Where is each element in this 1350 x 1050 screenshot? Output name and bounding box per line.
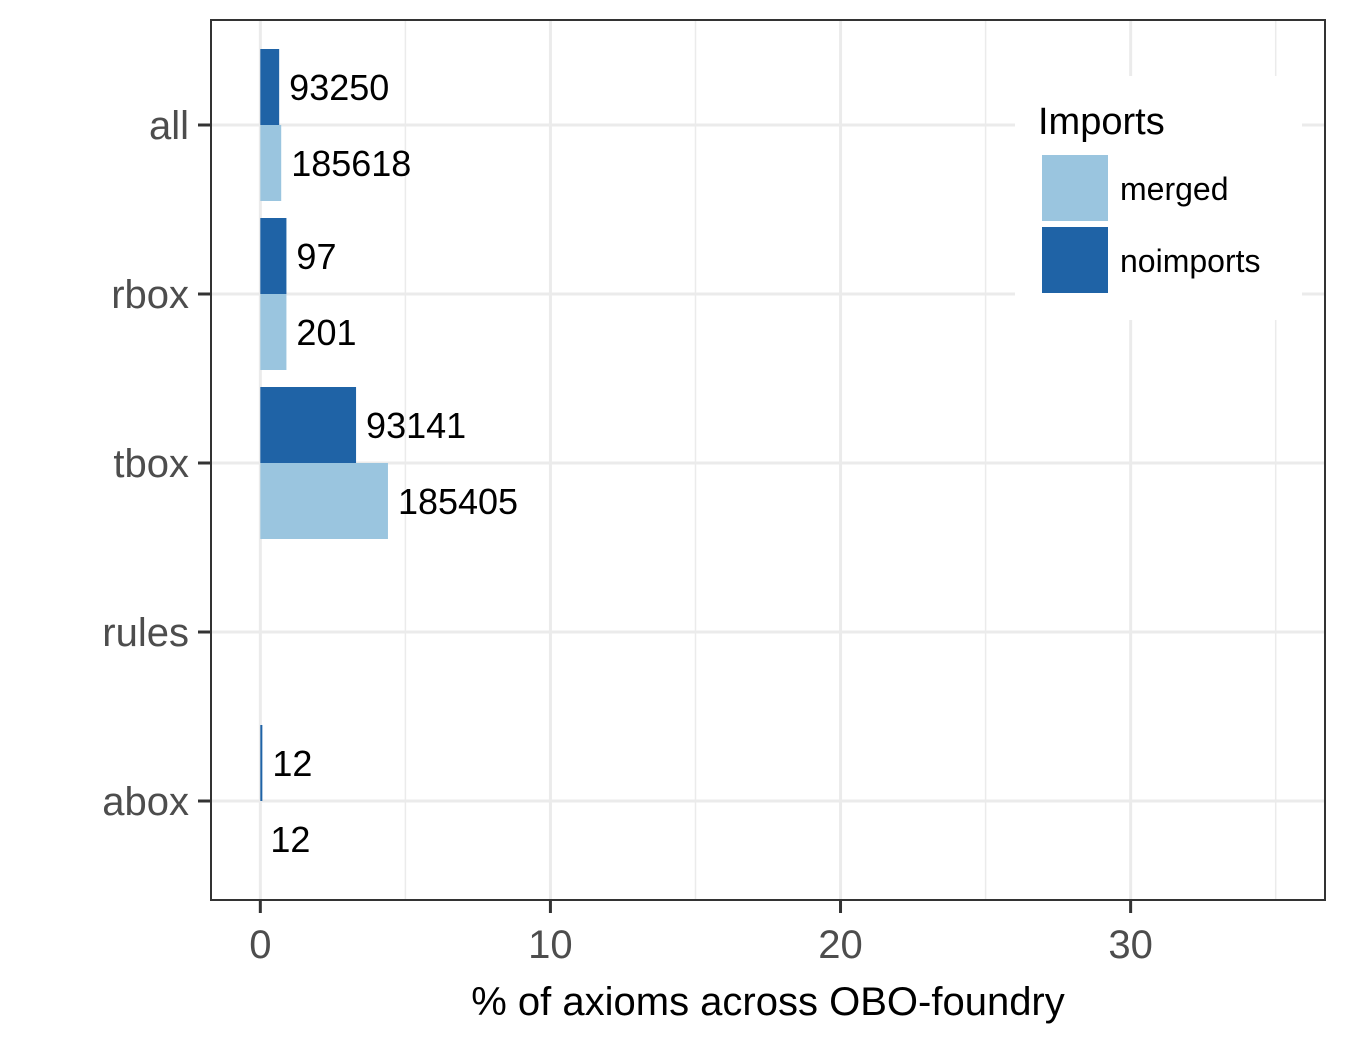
bar-label-noimports-all: 93250	[289, 67, 389, 108]
x-tick-label-30: 30	[1108, 923, 1153, 967]
bar-label-merged-abox: 12	[270, 819, 310, 860]
bar-noimports-all	[260, 49, 280, 125]
bar-noimports-abox	[260, 725, 263, 801]
bar-label-merged-tbox: 185405	[398, 481, 518, 522]
bar-label-noimports-abox: 12	[272, 743, 312, 784]
bar-noimports-rbox	[260, 218, 287, 294]
bars	[260, 49, 388, 801]
y-tick-label-tbox: tbox	[113, 442, 189, 486]
x-axis-title: % of axioms across OBO-foundry	[471, 980, 1065, 1024]
y-axis: all rbox tbox rules abox	[102, 104, 211, 824]
legend: Imports merged noimports	[1015, 76, 1302, 320]
x-axis: 0 10 20 30	[249, 900, 1153, 967]
y-tick-label-rules: rules	[102, 611, 189, 655]
x-tick-label-20: 20	[818, 923, 863, 967]
legend-key-noimports	[1042, 227, 1108, 293]
legend-label-merged: merged	[1120, 171, 1229, 207]
y-tick-label-rbox: rbox	[111, 273, 189, 317]
legend-key-merged	[1042, 155, 1108, 221]
y-tick-label-abox: abox	[102, 780, 189, 824]
bar-merged-tbox	[260, 463, 388, 539]
legend-label-noimports: noimports	[1120, 243, 1261, 279]
bar-label-noimports-tbox: 93141	[366, 405, 466, 446]
y-tick-label-all: all	[149, 104, 189, 148]
bar-label-merged-all: 185618	[291, 143, 411, 184]
bar-labels: 93250 97 93141 12 185618 201 185405 12	[270, 67, 518, 860]
bar-label-merged-rbox: 201	[296, 312, 356, 353]
bar-label-noimports-rbox: 97	[296, 236, 336, 277]
x-tick-label-10: 10	[528, 923, 573, 967]
bar-noimports-tbox	[260, 387, 357, 463]
plot-border	[210, 19, 1326, 901]
x-tick-label-0: 0	[249, 923, 271, 967]
legend-title: Imports	[1038, 101, 1165, 143]
bar-merged-all	[260, 125, 282, 201]
bar-merged-rbox	[260, 294, 287, 370]
